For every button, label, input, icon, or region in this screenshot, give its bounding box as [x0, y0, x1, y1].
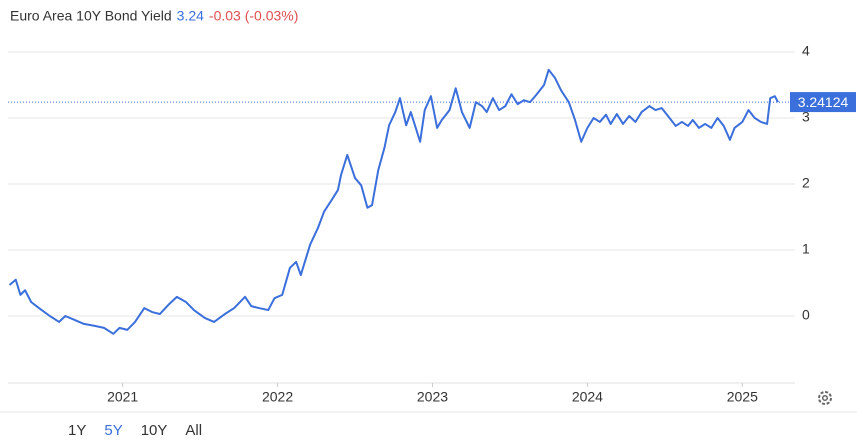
x-tick-label: 2022	[262, 389, 293, 405]
change-label: -0.03 (-0.03%)	[209, 8, 298, 24]
last-price-box	[790, 92, 856, 113]
y-tick-label: 0	[802, 307, 810, 323]
y-tick-label: 3	[802, 109, 810, 125]
y-tick-label: 2	[802, 175, 810, 191]
chart-title: Euro Area 10Y Bond Yield	[10, 8, 172, 24]
x-tick-label: 2025	[727, 389, 758, 405]
range-button[interactable]: 10Y	[141, 422, 168, 439]
range-button[interactable]: 5Y	[104, 422, 122, 439]
last-price-label: 3.24124	[798, 94, 849, 110]
last-value: 3.24	[177, 8, 204, 24]
settings-icon[interactable]	[818, 391, 832, 405]
y-tick-label: 4	[802, 43, 810, 59]
line-series	[8, 68, 779, 335]
x-tick-label: 2024	[572, 389, 603, 405]
x-tick-label: 2023	[417, 389, 448, 405]
range-button[interactable]: 1Y	[68, 422, 86, 439]
range-button[interactable]: All	[185, 422, 202, 439]
x-tick-label: 2021	[107, 389, 138, 405]
y-tick-label: 1	[802, 241, 810, 257]
